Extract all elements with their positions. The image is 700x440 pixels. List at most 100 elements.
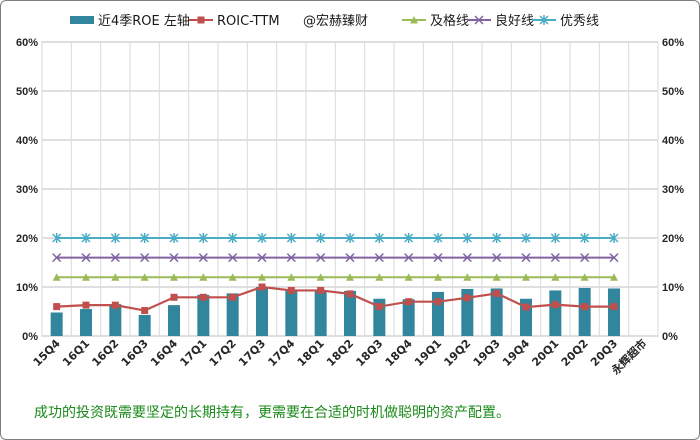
series-point (140, 273, 149, 281)
bar-roe (314, 289, 327, 336)
x-tick-label: 18Q3 (353, 337, 385, 369)
series-point (434, 273, 442, 281)
series-point (257, 233, 267, 243)
bar-roe (50, 312, 63, 336)
series-point (493, 289, 501, 297)
legend-label: ROIC-TTM (217, 14, 280, 29)
series-point (228, 253, 238, 263)
series-point (81, 253, 91, 263)
series-point (141, 307, 149, 315)
series-point (140, 233, 150, 243)
series-point (521, 253, 531, 263)
series-point (404, 273, 413, 281)
series-point (434, 298, 442, 306)
series-point (286, 233, 296, 243)
series-point (462, 233, 472, 243)
series-point (110, 253, 120, 263)
bar-roe (80, 309, 92, 336)
series-point (82, 301, 90, 309)
series-point (433, 253, 443, 263)
series-point (286, 253, 296, 263)
series-point (110, 233, 120, 243)
series-point (52, 273, 61, 281)
series-point (81, 233, 91, 243)
series-point (317, 286, 325, 294)
x-tick-label: 17Q1 (177, 337, 209, 369)
series-point (375, 273, 384, 281)
x-tick-label: 19Q1 (412, 337, 444, 369)
legend-extra: @宏赫臻财 (303, 14, 368, 29)
series-point (345, 253, 355, 263)
series-point (111, 273, 120, 281)
series-point (111, 301, 119, 309)
x-tick-label: 20Q2 (559, 337, 591, 369)
x-tick-label: 16Q4 (148, 337, 180, 369)
y-tick-label-right: 10% (662, 282, 684, 294)
series-point (82, 273, 90, 281)
series-point (521, 233, 531, 243)
series-point (345, 233, 355, 243)
series-point (580, 253, 590, 263)
legend-marker (197, 16, 205, 24)
legend-label: 优秀线 (560, 14, 599, 29)
series-point (346, 290, 354, 298)
series-point (140, 253, 150, 263)
x-tick-label: 18Q2 (324, 337, 356, 369)
y-tick-label-right: 60% (662, 37, 684, 49)
legend-label: 良好线 (495, 13, 534, 29)
series-point (463, 294, 471, 302)
bar-roe (109, 304, 122, 336)
y-tick-label-left: 50% (16, 86, 38, 98)
series-point (609, 253, 619, 263)
series-point (551, 301, 559, 309)
x-tick-label: 16Q3 (119, 337, 151, 369)
x-tick-label: 17Q4 (265, 337, 297, 369)
series-point (522, 273, 530, 281)
series-point (492, 253, 502, 263)
legend-swatch-bar (70, 16, 94, 24)
x-tick-label: 19Q4 (500, 337, 532, 369)
series-point (287, 286, 295, 294)
bar-roe (285, 289, 298, 336)
x-tick-label: 19Q3 (471, 337, 503, 369)
series-point (52, 233, 62, 243)
series-point (609, 233, 619, 243)
y-tick-label-right: 0% (662, 331, 678, 343)
series-point (404, 233, 414, 243)
bar-roe (226, 293, 239, 336)
series-point (374, 253, 384, 263)
x-tick-label: 16Q2 (89, 337, 121, 369)
x-tick-label: 17Q3 (236, 337, 268, 369)
series-point (53, 303, 61, 311)
legend-marker (410, 16, 418, 24)
bar-roe (256, 287, 268, 336)
series-point (492, 273, 501, 281)
series-point (228, 233, 238, 243)
y-tick-label-right: 50% (662, 86, 684, 98)
series-point (198, 253, 208, 263)
series-point (580, 273, 589, 281)
bar-roe (138, 314, 151, 336)
y-tick-label-left: 10% (16, 282, 38, 294)
series-point (169, 253, 179, 263)
series-point (610, 273, 618, 281)
bar-roe (344, 290, 356, 336)
bar-roe (608, 288, 620, 336)
series-point (433, 233, 443, 243)
x-tick-label: 19Q2 (441, 337, 473, 369)
series-point (52, 253, 62, 263)
series-point (316, 233, 326, 243)
series-point (170, 293, 178, 301)
series-point (375, 303, 383, 311)
x-tick-label: 18Q4 (383, 337, 415, 369)
legend-marker (539, 15, 549, 25)
series-point (580, 233, 590, 243)
series-point (257, 253, 267, 263)
y-tick-label-right: 40% (662, 135, 684, 147)
y-tick-label-left: 0% (22, 331, 38, 343)
series-point (229, 293, 237, 301)
series-point (404, 253, 414, 263)
bar-roe (168, 305, 180, 336)
series-point (522, 303, 530, 311)
